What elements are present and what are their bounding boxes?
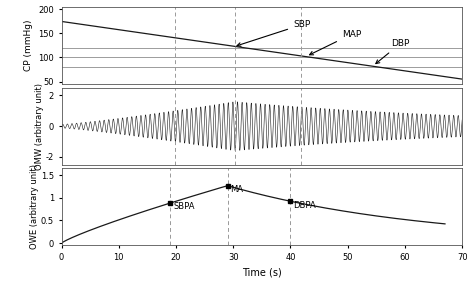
Text: SBPA: SBPA — [173, 202, 195, 211]
Y-axis label: OWE (arbitrary unit): OWE (arbitrary unit) — [30, 164, 39, 249]
Text: MA: MA — [230, 185, 244, 194]
Y-axis label: CP (mmHg): CP (mmHg) — [24, 20, 33, 71]
Y-axis label: OMW (arbitrary unit): OMW (arbitrary unit) — [36, 83, 45, 170]
Text: DBPA: DBPA — [293, 201, 316, 210]
Text: SBP: SBP — [237, 20, 310, 46]
X-axis label: Time (s): Time (s) — [242, 268, 282, 277]
Text: DBP: DBP — [376, 39, 409, 64]
Text: MAP: MAP — [310, 30, 361, 55]
